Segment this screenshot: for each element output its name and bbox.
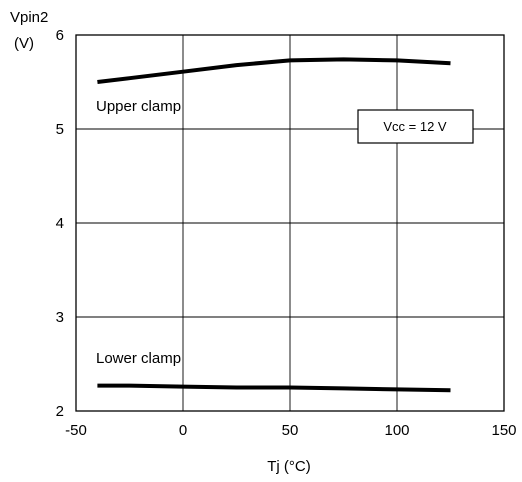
x-axis-label: Tj (°C) [267, 458, 310, 475]
series-line-upper-clamp [97, 57, 451, 84]
y-axis-label: Vpin2 [10, 9, 48, 26]
y-tick-label: 4 [56, 215, 64, 232]
series-label-upper-clamp: Upper clamp [96, 98, 181, 115]
series-line-lower-clamp [97, 383, 451, 393]
plot-frame [75, 34, 505, 412]
annotation-box: Vcc = 12 V [357, 109, 474, 144]
x-tick-label: -50 [65, 422, 87, 439]
y-tick-label: 2 [56, 403, 64, 420]
annotation-frame [357, 109, 474, 144]
y-axis-unit-label: (V) [14, 35, 34, 52]
y-tick-label: 3 [56, 309, 64, 326]
y-tick-label: 6 [56, 27, 64, 44]
x-tick-label: 0 [179, 422, 187, 439]
series-lines [97, 57, 451, 393]
x-tick-label: 50 [282, 422, 299, 439]
y-tick-label: 5 [56, 121, 64, 138]
x-tick-label: 100 [384, 422, 409, 439]
tick-labels: -50 0 50 100 150 2 3 4 5 6 [56, 27, 517, 439]
series-label-lower-clamp: Lower clamp [96, 350, 181, 367]
x-tick-label: 150 [491, 422, 516, 439]
annotation-text: Vcc = 12 V [383, 119, 447, 134]
